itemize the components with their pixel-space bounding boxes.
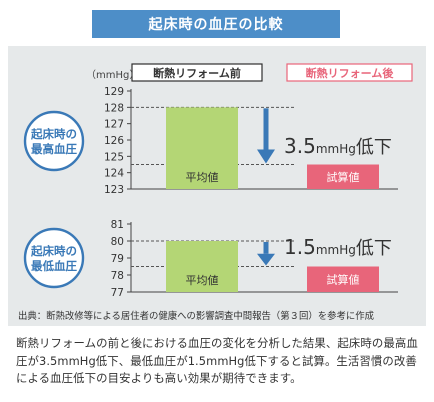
y-tick-label: 77 (111, 287, 124, 299)
annotation-value: 1.5 (284, 235, 316, 259)
decrease-annotation: 1.5mmHg低下 (284, 235, 392, 259)
y-tick-label: 79 (111, 253, 124, 265)
bar-before-label: 平均値 (186, 274, 219, 287)
annotation-suffix: 低下 (356, 238, 392, 259)
y-tick-label: 78 (111, 270, 124, 282)
row-label-line2: 最高血圧 (31, 142, 77, 156)
source-note: 出典：断熱改修等による居住者の健康への影響調査中間報告（第３回）を参考に作成 (18, 310, 374, 322)
bar-before-label: 平均値 (186, 171, 219, 184)
decrease-arrow-head (257, 253, 275, 266)
row-label-line1: 起床時の (30, 127, 77, 141)
annotation-suffix: 低下 (356, 137, 392, 158)
row-label-line1: 起床時の (30, 244, 77, 258)
bar-after-label: 試算値 (327, 272, 360, 286)
legend-after-label: 断熱リフォーム後 (306, 66, 395, 80)
y-tick-label: 80 (111, 236, 124, 248)
y-tick-label: 128 (104, 102, 124, 114)
y-tick-label: 129 (104, 86, 124, 98)
row-label-line2: 最低血圧 (31, 259, 77, 273)
decrease-arrow-shaft (263, 242, 269, 254)
y-unit-label: （mmHg） (86, 69, 139, 81)
row-label-circle (23, 227, 85, 289)
y-tick-label: 123 (104, 184, 124, 196)
legend-after-box (286, 63, 413, 82)
legend-before-box (131, 63, 263, 82)
bar-after-label: 試算値 (327, 170, 360, 184)
annotation-value: 3.5 (284, 134, 316, 158)
decrease-arrow-shaft (263, 108, 269, 150)
row-label-circle (23, 110, 85, 172)
decrease-annotation: 3.5mmHg低下 (284, 134, 392, 158)
y-tick-label: 126 (104, 135, 124, 147)
y-tick-label: 127 (104, 119, 124, 131)
y-tick-label: 81 (111, 219, 124, 231)
legend-before-label: 断熱リフォーム前 (153, 66, 241, 80)
title-banner: 起床時の血圧の比較 (92, 10, 340, 38)
annotation-unit: mmHg (316, 243, 356, 257)
bar-after (307, 164, 379, 189)
y-tick-label: 124 (104, 168, 124, 180)
decrease-arrow-head (257, 149, 275, 164)
bar-after (307, 266, 379, 292)
caption-text: 断熱リフォームの前と後における血圧の変化を分析した結果、起床時の最高血圧が3.5… (16, 336, 418, 385)
annotation-unit: mmHg (316, 142, 356, 156)
y-tick-label: 125 (104, 151, 124, 163)
bar-before (166, 107, 238, 189)
bar-before (166, 241, 238, 292)
